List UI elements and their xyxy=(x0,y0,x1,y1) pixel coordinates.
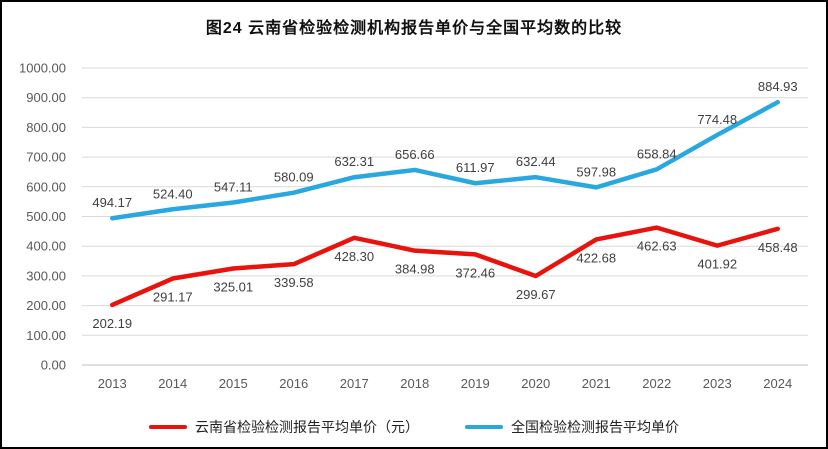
legend-item-yunnan: 云南省检验检测报告平均单价（元） xyxy=(149,417,419,437)
y-axis-tick-label: 700.00 xyxy=(26,150,66,165)
x-axis-tick-label: 2014 xyxy=(158,376,187,391)
data-label-national: 547.11 xyxy=(214,180,253,195)
data-label-yunnan: 202.19 xyxy=(92,316,132,331)
data-label-yunnan: 428.30 xyxy=(334,249,374,264)
data-label-yunnan: 372.46 xyxy=(455,265,495,280)
x-axis-tick-label: 2015 xyxy=(219,376,248,391)
data-label-national: 611.97 xyxy=(456,160,495,175)
data-label-yunnan: 299.67 xyxy=(516,287,556,302)
data-label-national: 658.84 xyxy=(637,146,677,161)
x-axis-tick-label: 2024 xyxy=(763,376,792,391)
y-axis-tick-label: 500.00 xyxy=(26,209,66,224)
data-label-national: 580.09 xyxy=(274,170,314,185)
series-line-national xyxy=(110,99,780,221)
legend-swatch-national xyxy=(465,425,503,429)
data-label-national: 494.17 xyxy=(92,195,132,210)
data-label-national: 632.31 xyxy=(334,154,374,169)
y-axis-tick-label: 100.00 xyxy=(26,328,66,343)
data-label-yunnan: 462.63 xyxy=(637,239,677,254)
data-label-yunnan: 401.92 xyxy=(697,257,737,272)
y-axis-tick-label: 600.00 xyxy=(26,179,66,194)
data-label-yunnan: 339.58 xyxy=(274,275,314,290)
y-axis-tick-label: 400.00 xyxy=(26,239,66,254)
data-label-national: 597.98 xyxy=(576,164,616,179)
legend-item-national: 全国检验检测报告平均单价 xyxy=(465,417,679,437)
x-axis-tick-label: 2019 xyxy=(461,376,490,391)
x-axis-tick-label: 2022 xyxy=(642,376,671,391)
x-axis-tick-label: 2020 xyxy=(521,376,550,391)
data-label-yunnan: 291.17 xyxy=(153,290,193,305)
data-label-national: 524.40 xyxy=(153,186,193,201)
y-axis-tick-label: 900.00 xyxy=(26,90,66,105)
data-label-national: 632.44 xyxy=(516,154,556,169)
y-axis-tick-label: 200.00 xyxy=(26,298,66,313)
series-line-yunnan xyxy=(110,225,780,308)
data-label-national: 774.48 xyxy=(697,112,737,127)
y-axis-tick-label: 1000.00 xyxy=(19,61,66,76)
data-label-yunnan: 458.48 xyxy=(758,240,798,255)
legend-label-national: 全国检验检测报告平均单价 xyxy=(511,419,679,435)
data-label-yunnan: 325.01 xyxy=(213,279,253,294)
x-axis-tick-label: 2016 xyxy=(279,376,308,391)
legend: 云南省检验检测报告平均单价（元） 全国检验检测报告平均单价 xyxy=(2,417,826,437)
data-label-national: 884.93 xyxy=(758,79,798,94)
y-axis-tick-label: 300.00 xyxy=(26,268,66,283)
x-axis-tick-label: 2023 xyxy=(703,376,732,391)
chart-title: 图24 云南省检验检测机构报告单价与全国平均数的比较 xyxy=(205,20,623,37)
legend-swatch-yunnan xyxy=(149,425,187,429)
y-axis-tick-label: 0.00 xyxy=(41,358,66,373)
x-axis-tick-label: 2021 xyxy=(582,376,611,391)
x-axis-tick-label: 2017 xyxy=(340,376,369,391)
legend-label-yunnan: 云南省检验检测报告平均单价（元） xyxy=(195,419,419,435)
data-label-yunnan: 384.98 xyxy=(395,262,435,277)
x-axis-tick-label: 2013 xyxy=(98,376,127,391)
data-label-yunnan: 422.68 xyxy=(576,250,616,265)
x-axis-tick-label: 2018 xyxy=(400,376,429,391)
data-label-national: 656.66 xyxy=(395,147,435,162)
y-axis-tick-label: 800.00 xyxy=(26,120,66,135)
